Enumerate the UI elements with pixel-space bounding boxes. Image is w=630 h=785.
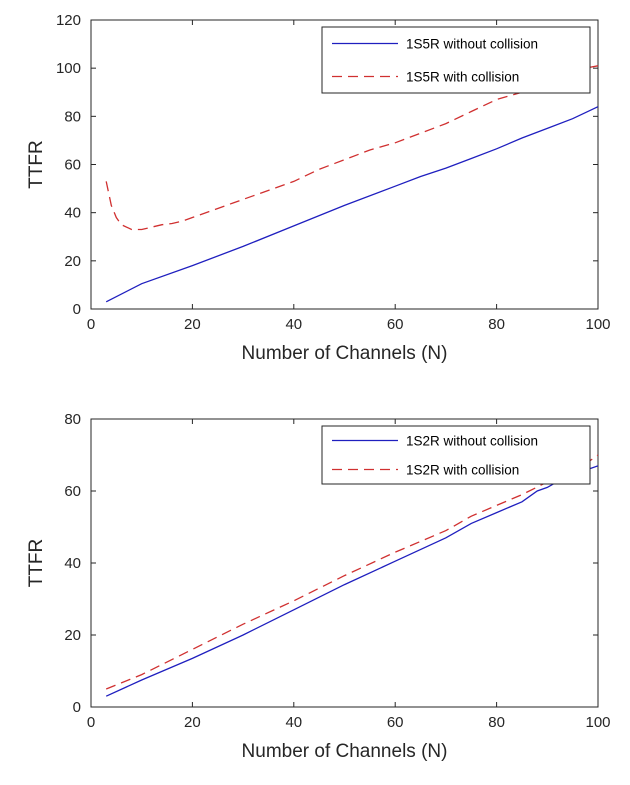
y-tick-label: 80	[64, 411, 81, 428]
y-tick-label: 40	[64, 555, 81, 572]
x-axis-label: Number of Channels (N)	[242, 741, 448, 762]
x-tick-label: 80	[488, 316, 505, 333]
series-line-1	[105, 106, 598, 303]
y-tick-label: 20	[64, 253, 81, 270]
x-tick-label: 80	[488, 714, 505, 731]
y-tick-label: 60	[64, 483, 81, 500]
legend-entry-2: 1S5R with collision	[406, 70, 519, 85]
legend-entry-2: 1S2R with collision	[406, 463, 519, 478]
x-tick-label: 20	[184, 316, 201, 333]
y-tick-label: 20	[64, 627, 81, 644]
x-axis-label: Number of Channels (N)	[242, 343, 448, 364]
subplot-2: 0 20 40 60 80 100 0 20 40 60 80 Number of Channels …	[26, 411, 611, 762]
y-axis-label: TTFR	[26, 140, 47, 189]
y-tick-label: 120	[56, 12, 81, 29]
x-tick-label: 100	[585, 316, 610, 333]
legend: 1S2R without collision 1S2R with collisio…	[321, 425, 591, 485]
y-tick-label: 60	[64, 157, 81, 174]
y-tick-label: 0	[73, 699, 81, 716]
x-tick-label: 40	[285, 316, 302, 333]
series-line-2	[105, 65, 598, 231]
legend-box	[321, 425, 591, 485]
y-tick-label: 40	[64, 205, 81, 222]
x-tick-label: 0	[87, 714, 95, 731]
x-tick-label: 40	[285, 714, 302, 731]
legend-entry-1: 1S2R without collision	[406, 434, 538, 449]
y-tick-label: 80	[64, 108, 81, 125]
subplot-1: 0 20 40 60 80 100 0 20 40 60 80 100 120 Number of Cha…	[26, 12, 611, 364]
legend-box	[321, 26, 591, 94]
y-axis-label: TTFR	[26, 539, 47, 588]
x-tick-label: 20	[184, 714, 201, 731]
series-line-2	[105, 454, 598, 690]
y-tick-label: 100	[56, 60, 81, 77]
x-tick-label: 100	[585, 714, 610, 731]
x-tick-label: 60	[387, 316, 404, 333]
x-tick-label: 60	[387, 714, 404, 731]
y-tick-label: 0	[73, 301, 81, 318]
x-tick-label: 0	[87, 316, 95, 333]
legend-entry-1: 1S5R without collision	[406, 37, 538, 52]
legend: 1S5R without collision 1S5R with collisio…	[321, 26, 591, 94]
